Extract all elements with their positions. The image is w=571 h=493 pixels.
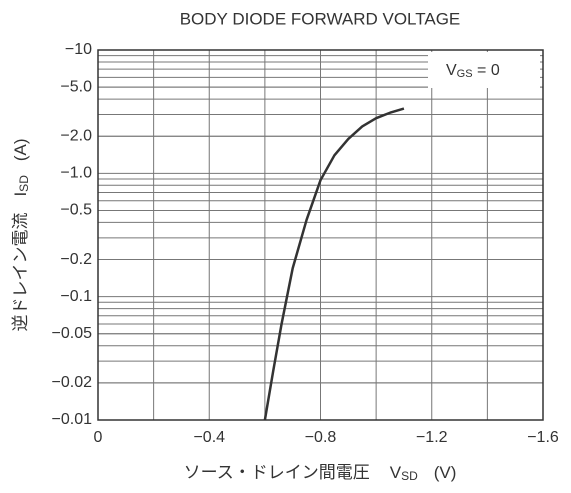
y-tick-label: −0.01 [52,411,93,428]
y-label-unit: (A) [11,138,30,161]
y-label-sub: SD [17,175,31,192]
legend-box [428,52,540,88]
y-label-text: 逆ドレイン電流 [11,213,30,332]
y-tick-label: −0.05 [52,325,93,342]
x-label-symbol: V [390,463,402,482]
x-tick-label: −0.8 [305,429,337,446]
chart-title: BODY DIODE FORWARD VOLTAGE [180,9,461,28]
x-label-unit: (V) [434,463,457,482]
x-label-text: ソース・ドレイン間電圧 [184,463,370,482]
data-line [263,107,405,421]
y-tick-label: −0.1 [60,288,92,305]
annotation-text: = 0 [473,62,500,79]
x-tick-label: −1.2 [416,429,448,446]
annotation-sub: GS [457,68,473,80]
y-tick-label: −0.02 [52,374,93,391]
x-label-sub: SD [401,469,418,483]
y-tick-label: −0.2 [60,251,92,268]
x-tick-label: 0 [94,429,103,446]
y-tick-label: −5.0 [60,78,92,95]
annotation-text: V [446,62,457,79]
x-axis-label: ソース・ドレイン間電圧 VSD (V) [184,463,457,483]
y-tick-label: −1.0 [60,165,92,182]
y-tick-label: −0.5 [60,202,92,219]
y-axis-label: 逆ドレイン電流 ISD (A) [11,138,31,331]
annotation: VGS = 0 [446,62,500,80]
y-label-symbol: I [11,192,30,197]
plot-frame [97,49,544,421]
y-tick-label: −10 [65,41,92,58]
x-tick-label: −1.6 [527,429,559,446]
x-tick-label: −0.4 [193,429,225,446]
y-tick-label: −2.0 [60,127,92,144]
